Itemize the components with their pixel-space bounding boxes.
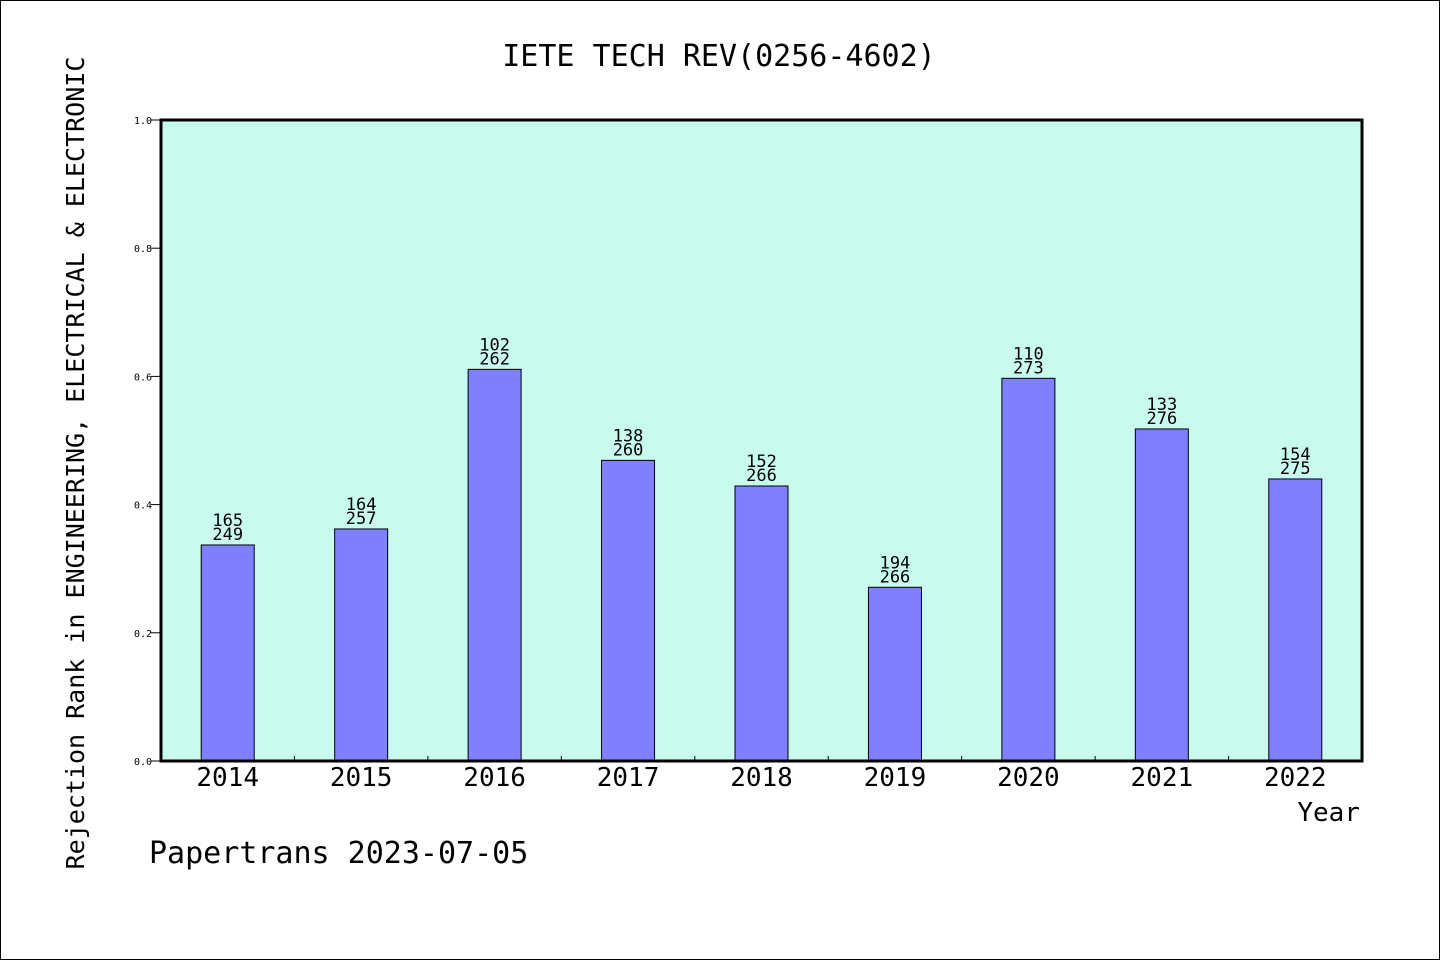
data-label-rank: 154 — [1280, 445, 1311, 465]
bar-2020 — [1001, 377, 1056, 762]
data-label-rank: 138 — [613, 426, 644, 446]
x-tick-label: 2021 — [1131, 763, 1194, 793]
data-label-total: 266 — [880, 567, 911, 587]
data-label-total: 273 — [1013, 358, 1044, 378]
y-tick-label: 1.0 — [134, 116, 152, 127]
data-label-rank: 164 — [346, 495, 377, 515]
data-label-total: 266 — [746, 466, 777, 486]
data-label-rank: 194 — [880, 553, 911, 573]
data-label-rank: 110 — [1013, 344, 1044, 364]
bar-2018 — [734, 485, 789, 762]
y-tick-label: 0.4 — [134, 501, 152, 512]
y-tick-label: 0.0 — [134, 757, 152, 768]
watermark-text: Papertrans 2023-07-05 — [149, 836, 528, 871]
data-label-total: 249 — [212, 525, 243, 545]
x-tick-label: 2014 — [196, 763, 259, 793]
data-label-total: 257 — [346, 509, 377, 529]
bar-2019 — [867, 586, 922, 762]
x-tick-label: 2017 — [597, 763, 660, 793]
x-tick-label: 2022 — [1264, 763, 1327, 793]
x-axis-label: Year — [1297, 798, 1360, 828]
bar-2016 — [467, 368, 522, 762]
x-tick-label: 2020 — [997, 763, 1060, 793]
bar-2017 — [601, 459, 656, 762]
plot-frame — [159, 118, 1364, 763]
data-label-total: 262 — [479, 349, 510, 369]
chart-title: IETE TECH REV(0256-4602) — [502, 39, 935, 74]
y-axis-label: Rejection Rank in ENGINEERING, ELECTRICA… — [61, 57, 90, 870]
data-label-rank: 133 — [1146, 395, 1177, 415]
bar-2022 — [1268, 478, 1323, 762]
x-tick-label: 2019 — [864, 763, 927, 793]
x-tick-label: 2015 — [330, 763, 393, 793]
y-tick-label: 0.8 — [134, 244, 152, 255]
data-label-total: 276 — [1146, 409, 1177, 429]
data-label-rank: 165 — [212, 511, 243, 531]
data-label-rank: 152 — [746, 452, 777, 472]
data-label-total: 275 — [1280, 459, 1311, 479]
bar-2014 — [200, 544, 255, 762]
data-label-total: 260 — [613, 440, 644, 460]
y-tick-label: 0.6 — [134, 372, 152, 383]
data-label-rank: 102 — [479, 335, 510, 355]
x-tick-label: 2016 — [463, 763, 526, 793]
y-tick-label: 0.2 — [134, 629, 152, 640]
bar-2015 — [334, 528, 389, 762]
bar-2021 — [1134, 428, 1189, 762]
x-tick-label: 2018 — [730, 763, 793, 793]
